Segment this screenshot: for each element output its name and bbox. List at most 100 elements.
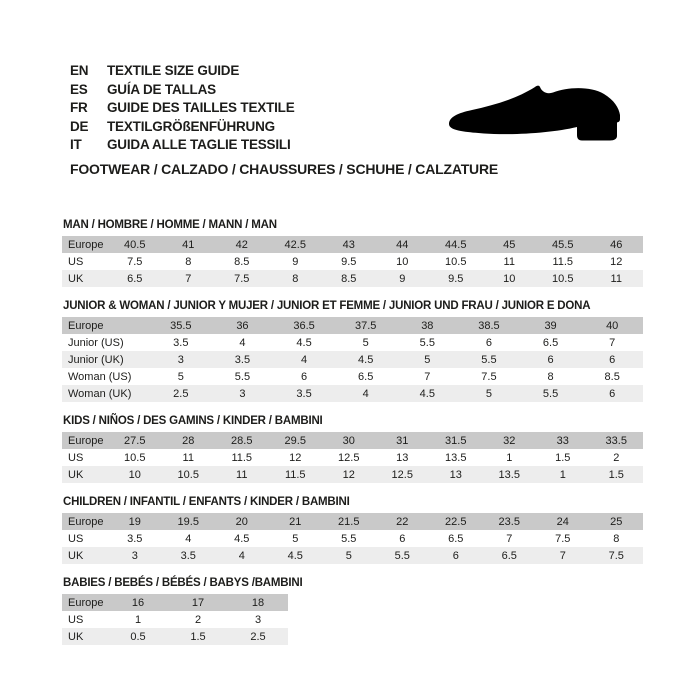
size-cell: 9 — [375, 270, 429, 287]
table-row: UK 3 3.5 4 4.5 5 5.5 6 6.5 7 7.5 — [62, 547, 643, 564]
size-cell: 10.5 — [161, 466, 215, 483]
size-cell: 45 — [482, 236, 536, 253]
size-cell: 39 — [519, 317, 582, 334]
size-cell: 40 — [581, 317, 643, 334]
size-table-section: KIDS / NIÑOS / DES GAMINS / KINDER / BAM… — [62, 415, 643, 483]
size-cell: 5 — [322, 547, 376, 564]
table-row: US 3.5 4 4.5 5 5.5 6 6.5 7 7.5 8 — [62, 530, 643, 547]
size-cell: 1 — [482, 449, 536, 466]
size-cell: 6.5 — [519, 334, 582, 351]
table-row: US 1 2 3 — [62, 611, 288, 628]
size-table-section: BABIES / BEBÉS / BÉBÉS / BABYS /BAMBINI E… — [62, 577, 643, 645]
row-label: Europe — [62, 317, 150, 334]
size-cell: 5.5 — [458, 351, 520, 368]
size-cell: 7 — [396, 368, 459, 385]
language-label: TEXTILE SIZE GUIDE — [107, 63, 240, 78]
size-cell: 11 — [482, 253, 536, 270]
row-label: Europe — [62, 513, 108, 530]
table-row: Europe 40.5 41 42 42.5 43 44 44.5 45 45.5 46 — [62, 236, 643, 253]
size-cell: 8 — [519, 368, 582, 385]
size-cell: 36 — [211, 317, 274, 334]
size-table-section: JUNIOR & WOMAN / JUNIOR Y MUJER / JUNIOR… — [62, 300, 643, 402]
size-cell: 10 — [375, 253, 429, 270]
table-row: US 10.5 11 11.5 12 12.5 13 13.5 1 1.5 2 — [62, 449, 643, 466]
size-cell: 7 — [581, 334, 643, 351]
size-cell: 6 — [429, 547, 483, 564]
row-label: UK — [62, 466, 108, 483]
size-cell: 25 — [589, 513, 643, 530]
size-cell: 6 — [581, 385, 643, 402]
size-cell: 13.5 — [429, 449, 483, 466]
size-cell: 5 — [150, 368, 212, 385]
row-label: Junior (UK) — [62, 351, 150, 368]
size-cell: 41 — [161, 236, 215, 253]
size-cell: 2.5 — [228, 628, 288, 645]
size-cell: 4.5 — [334, 351, 397, 368]
size-cell: 37.5 — [334, 317, 397, 334]
size-cell: 10 — [108, 466, 162, 483]
row-label: UK — [62, 628, 108, 645]
language-code: EN — [70, 63, 89, 78]
size-cell: 10.5 — [536, 270, 590, 287]
table-row: Junior (UK) 3 3.5 4 4.5 5 5.5 6 6 — [62, 351, 643, 368]
size-cell: 44.5 — [429, 236, 483, 253]
size-cell: 28 — [161, 432, 215, 449]
size-cell: 4 — [273, 351, 335, 368]
language-label: GUIDE DES TAILLES TEXTILE — [107, 100, 295, 115]
table-row: Europe 35.5 36 36.5 37.5 38 38.5 39 40 — [62, 317, 643, 334]
size-cell: 24 — [536, 513, 590, 530]
row-label: UK — [62, 547, 108, 564]
size-cell: 45.5 — [536, 236, 590, 253]
size-cell: 11 — [161, 449, 215, 466]
table-title: MAN / HOMBRE / HOMME / MANN / MAN — [63, 219, 277, 231]
size-cell: 12.5 — [375, 466, 429, 483]
size-cell: 36.5 — [273, 317, 335, 334]
size-cell: 8 — [161, 253, 215, 270]
row-label: Woman (UK) — [62, 385, 150, 402]
size-cell: 1.5 — [168, 628, 228, 645]
size-cell: 3 — [228, 611, 288, 628]
row-label: UK — [62, 270, 108, 287]
size-cell: 19.5 — [161, 513, 215, 530]
size-cell: 7.5 — [108, 253, 162, 270]
size-cell: 5.5 — [322, 530, 376, 547]
language-code: DE — [70, 118, 89, 134]
size-cell: 13.5 — [482, 466, 536, 483]
size-table-section: MAN / HOMBRE / HOMME / MANN / MAN Europe 4… — [62, 219, 643, 287]
size-cell: 5.5 — [211, 368, 274, 385]
size-cell: 4.5 — [215, 530, 269, 547]
row-label: US — [62, 611, 108, 628]
size-cell: 7 — [536, 547, 590, 564]
language-row: FR GUIDE DES TAILLES TEXTILE — [70, 99, 295, 118]
table-row: Junior (US) 3.5 4 4.5 5 5.5 6 6.5 7 — [62, 334, 643, 351]
language-row: IT GUIDA ALLE TAGLIE TESSILI — [70, 136, 295, 155]
size-cell: 8 — [268, 270, 322, 287]
table-title: JUNIOR & WOMAN / JUNIOR Y MUJER / JUNIOR… — [63, 300, 591, 312]
size-cell: 16 — [108, 594, 168, 611]
table-row: Europe 16 17 18 — [62, 594, 288, 611]
size-cell: 6 — [273, 368, 335, 385]
category-line: FOOTWEAR / CALZADO / CHAUSSURES / SCHUHE… — [70, 161, 499, 177]
size-cell: 8.5 — [581, 368, 643, 385]
size-cell: 8 — [589, 530, 643, 547]
size-cell: 8.5 — [322, 270, 376, 287]
size-cell: 4 — [334, 385, 397, 402]
size-cell: 4.5 — [396, 385, 459, 402]
size-cell: 21.5 — [322, 513, 376, 530]
size-cell: 12 — [322, 466, 376, 483]
size-cell: 1.5 — [536, 449, 590, 466]
size-cell: 10.5 — [429, 253, 483, 270]
size-cell: 4 — [211, 334, 274, 351]
size-cell: 6.5 — [108, 270, 162, 287]
size-cell: 1.5 — [589, 466, 643, 483]
table-title: KIDS / NIÑOS / DES GAMINS / KINDER / BAM… — [63, 415, 323, 427]
size-cell: 42.5 — [268, 236, 322, 253]
size-cell: 38.5 — [458, 317, 520, 334]
size-table: Europe 16 17 18 US 1 2 3 UK 0.5 1.5 2.5 — [62, 594, 288, 645]
size-cell: 19 — [108, 513, 162, 530]
size-cell: 12.5 — [322, 449, 376, 466]
size-cell: 32 — [482, 432, 536, 449]
size-cell: 6.5 — [429, 530, 483, 547]
size-table-section: CHILDREN / INFANTIL / ENFANTS / KINDER /… — [62, 496, 643, 564]
